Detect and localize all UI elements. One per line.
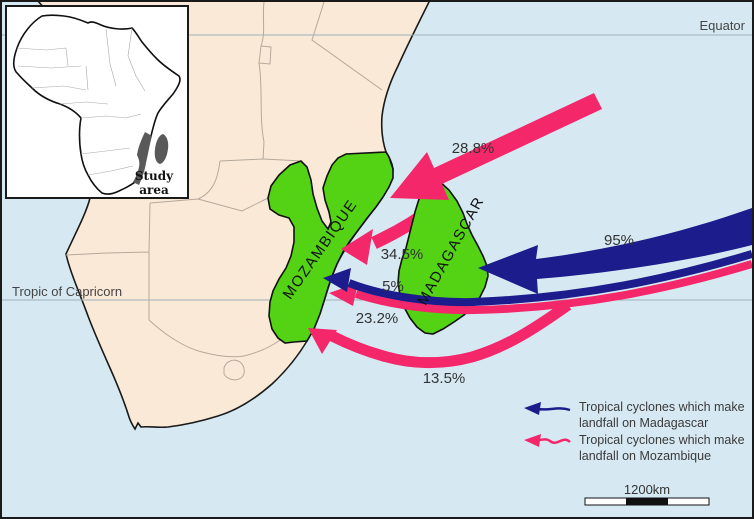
legend-madagascar-line1: Tropical cyclones which make bbox=[579, 400, 745, 414]
pct-95-label: 95% bbox=[604, 232, 634, 249]
pct-13-5-label: 13.5% bbox=[423, 370, 466, 387]
cyclone-arrow-5 bbox=[347, 250, 752, 307]
cyclone-arrow-23-2-head bbox=[329, 283, 358, 306]
cyclone-arrow-13-5-head bbox=[308, 328, 337, 354]
inset-study-area-madagascar bbox=[154, 134, 169, 164]
country-borders bbox=[65, 2, 383, 358]
tropic-of-capricorn-label: Tropic of Capricorn bbox=[12, 284, 122, 299]
lesotho-border bbox=[223, 359, 245, 381]
scale-bar-label: 1200km bbox=[624, 482, 670, 497]
pct-23-2-label: 23.2% bbox=[356, 310, 399, 327]
equator-label: Equator bbox=[699, 18, 745, 33]
mozambique-region bbox=[267, 151, 394, 344]
pct-34-5-label: 34.5% bbox=[381, 246, 424, 263]
inset-map: Study area bbox=[5, 5, 189, 199]
inset-study-area-mozambique bbox=[133, 132, 152, 185]
legend-mozambique-line2: landfall on Mozambique bbox=[579, 449, 711, 463]
inset-study-area-label-line1: Study bbox=[135, 169, 174, 183]
scale-bar: 1200km bbox=[584, 482, 710, 506]
cyclone-arrow-34-5-head bbox=[341, 229, 373, 265]
inset-country-borders bbox=[16, 27, 146, 176]
legend-mozambique-line1: Tropical cyclones which make bbox=[579, 433, 745, 447]
legend-mozambique-arrowhead-icon bbox=[524, 434, 541, 447]
cyclone-arrow-23-2 bbox=[354, 260, 752, 315]
cyclone-arrow-28-8 bbox=[390, 93, 602, 200]
pct-28-8-label: 28.8% bbox=[452, 140, 495, 157]
legend: Tropical cyclones which make landfall on… bbox=[524, 400, 745, 463]
cyclone-arrow-13-5 bbox=[329, 300, 572, 369]
legend-mozambique-arrow-icon bbox=[538, 438, 571, 444]
madagascar-region bbox=[397, 172, 489, 335]
cyclone-arrow-95 bbox=[478, 208, 752, 294]
legend-madagascar-arrow-icon bbox=[537, 407, 571, 412]
legend-madagascar-line2: landfall on Madagascar bbox=[579, 416, 708, 430]
inset-study-area-label-line2: area bbox=[139, 183, 169, 197]
legend-madagascar-arrowhead-icon bbox=[524, 402, 541, 415]
cyclone-arrow-5-head bbox=[323, 268, 351, 292]
pct-5-label: 5% bbox=[382, 278, 404, 295]
scale-bar-segment bbox=[626, 498, 668, 505]
